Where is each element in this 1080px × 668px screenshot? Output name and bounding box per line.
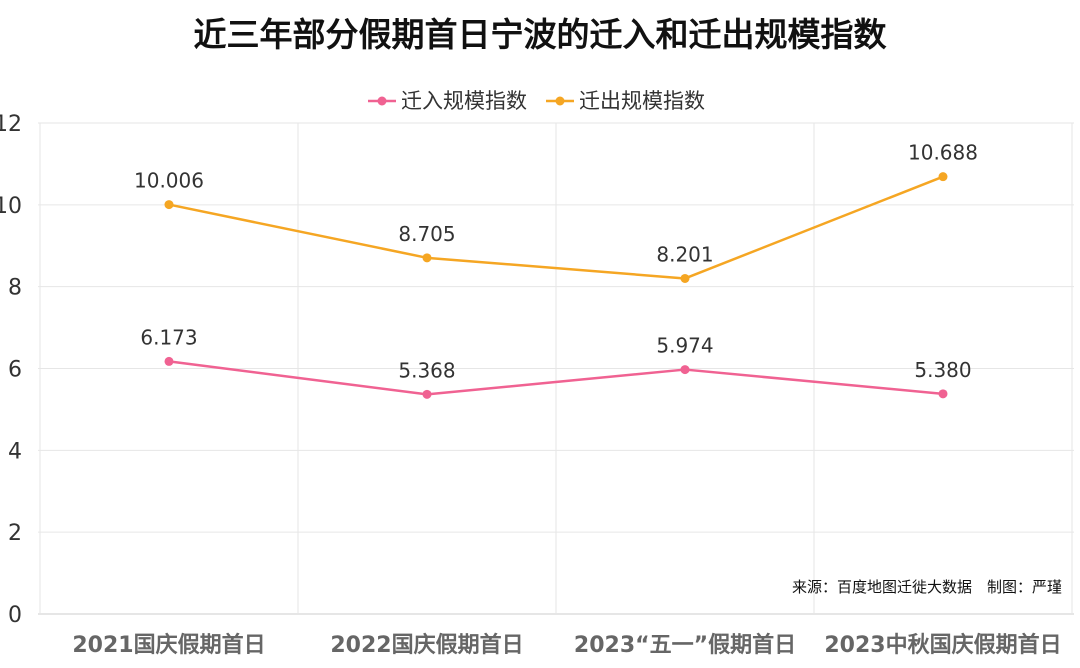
- data-label-0-3: 5.380: [914, 358, 971, 382]
- data-point-0-2: [680, 365, 690, 375]
- axis-layer: 0 2 4 6 8 10 12 2021国庆假期首日 2022国庆假期首日 2023“五一”假期首…: [0, 112, 1062, 658]
- data-label-1-0: 10.006: [134, 169, 204, 193]
- y-tick-label: 8: [8, 276, 22, 301]
- x-tick-label: 2022国庆假期首日: [330, 632, 523, 658]
- y-tick-label: 2: [8, 521, 22, 546]
- legend-label-0: 迁入规模指数: [401, 89, 527, 113]
- y-tick-label: 0: [8, 603, 22, 628]
- x-tick-label: 2023中秋国庆假期首日: [824, 632, 1061, 658]
- data-label-1-1: 8.705: [398, 222, 455, 246]
- data-point-1-1: [422, 253, 432, 263]
- data-point-1-0: [164, 200, 174, 210]
- y-tick-label: 4: [8, 439, 22, 464]
- legend: 迁入规模指数 迁出规模指数: [368, 89, 705, 113]
- legend-label-1: 迁出规模指数: [579, 89, 705, 113]
- data-label-0-2: 5.974: [656, 334, 713, 358]
- data-point-0-3: [938, 389, 948, 399]
- grid-layer: [38, 122, 1074, 615]
- data-point-0-1: [422, 389, 432, 399]
- series-line-1: [168, 175, 944, 280]
- legend-marker-0: [377, 96, 387, 106]
- data-point-1-2: [680, 273, 690, 283]
- source-note: 来源：百度地图迁徙大数据 制图：严瑾: [792, 578, 1062, 596]
- series-layer: [164, 172, 948, 399]
- y-tick-label: 10: [0, 194, 22, 219]
- data-point-1-3: [938, 172, 948, 182]
- data-label-0-0: 6.173: [140, 325, 197, 349]
- x-tick-label: 2023“五一”假期首日: [574, 632, 796, 658]
- data-label-0-1: 5.368: [398, 358, 455, 382]
- y-tick-label: 6: [8, 358, 22, 383]
- label-layer: 6.173 5.368 5.974 5.380 10.006 8.705 8.201 10.6…: [134, 141, 978, 383]
- data-label-1-3: 10.688: [908, 141, 978, 165]
- y-tick-label: 12: [0, 112, 22, 137]
- legend-marker-1: [555, 96, 565, 106]
- data-point-0-0: [164, 356, 174, 366]
- x-tick-label: 2021国庆假期首日: [72, 632, 265, 658]
- series-line-0: [168, 360, 944, 396]
- data-label-1-2: 8.201: [656, 242, 713, 266]
- chart-title: 近三年部分假期首日宁波的迁入和迁出规模指数: [194, 15, 888, 54]
